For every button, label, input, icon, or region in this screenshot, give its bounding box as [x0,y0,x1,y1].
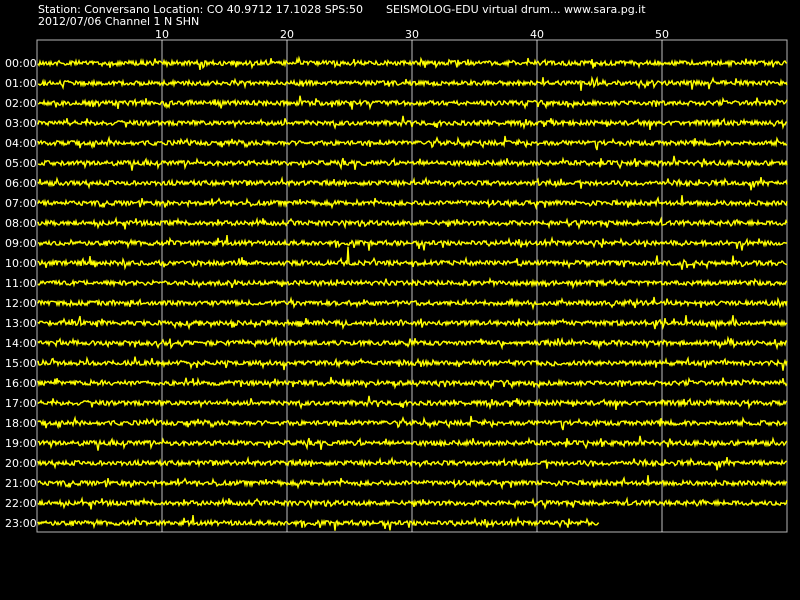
row-label-2100: 21:00 [5,477,37,490]
row-label-0800: 08:00 [5,217,37,230]
row-label-1500: 15:00 [5,357,37,370]
trace-0700 [37,195,788,211]
row-label-0100: 01:00 [5,77,37,90]
drum-title: SEISMOLOG-EDU virtual drum... www.sara.p… [386,3,646,16]
trace-1800 [37,415,788,431]
trace-1100 [37,276,788,290]
trace-0600 [37,175,788,191]
row-label-1300: 13:00 [5,317,37,330]
trace-0500 [37,155,788,171]
trace-0300 [37,115,788,130]
trace-1600 [37,376,788,390]
row-label-1200: 12:00 [5,297,37,310]
row-label-1400: 14:00 [5,337,37,350]
row-label-0200: 02:00 [5,97,37,110]
row-label-1900: 19:00 [5,437,37,450]
row-label-1100: 11:00 [5,277,37,290]
row-label-0600: 06:00 [5,177,37,190]
row-label-0700: 07:00 [5,197,37,210]
trace-1900 [37,435,788,451]
row-label-0300: 03:00 [5,117,37,130]
x-tick-label-20: 20 [280,28,294,41]
trace-0400 [37,135,788,151]
row-label-2200: 22:00 [5,497,37,510]
trace-0000 [37,55,788,71]
x-tick-label-50: 50 [655,28,669,41]
trace-2100 [37,475,788,491]
trace-2200 [37,496,788,510]
row-label-0000: 00:00 [5,57,37,70]
trace-2000 [37,455,788,471]
trace-1000 [37,246,788,271]
trace-0900 [37,235,788,251]
trace-0200 [37,95,788,111]
trace-1700 [37,395,788,410]
row-label-2300: 23:00 [5,517,37,530]
trace-1300 [37,315,788,331]
x-tick-label-10: 10 [155,28,169,41]
row-label-0500: 05:00 [5,157,37,170]
x-tick-label-30: 30 [405,28,419,41]
trace-1200 [37,296,788,311]
x-tick-label-40: 40 [530,28,544,41]
trace-2300 [37,515,600,531]
trace-1400 [37,335,788,351]
row-label-1800: 18:00 [5,417,37,430]
row-label-0900: 09:00 [5,237,37,250]
row-label-2000: 20:00 [5,457,37,470]
row-label-0400: 04:00 [5,137,37,150]
date-channel: 2012/07/06 Channel 1 N SHN [38,15,200,28]
row-label-1000: 10:00 [5,257,37,270]
row-label-1700: 17:00 [5,397,37,410]
trace-0100 [37,75,788,91]
row-label-1600: 16:00 [5,377,37,390]
station-info: Station: Conversano Location: CO 40.9712… [38,3,363,16]
trace-1500 [37,355,788,371]
trace-0800 [37,216,788,230]
